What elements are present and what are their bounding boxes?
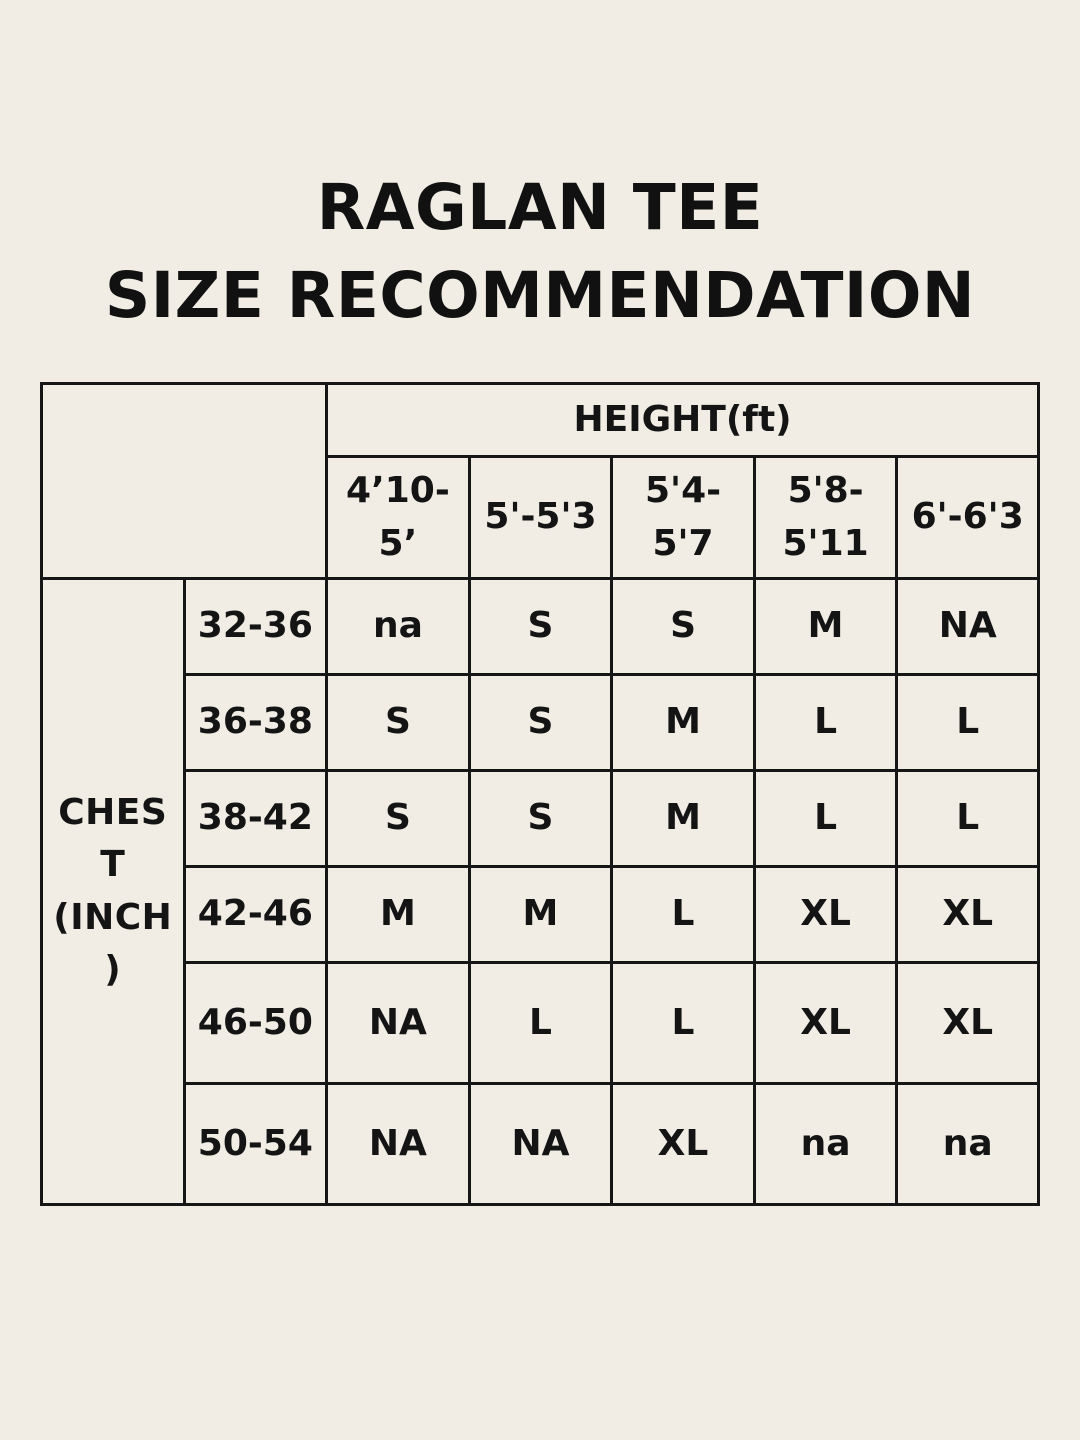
size-cell-2-2: M — [610, 769, 756, 868]
size-cell-3-3: XL — [752, 865, 899, 964]
chest-range-cell-5: 50-54 — [182, 1082, 329, 1206]
size-cell-2-4: L — [895, 769, 1040, 868]
size-cell-0-2: S — [610, 577, 756, 676]
chest-range-cell-0: 32-36 — [182, 577, 329, 676]
size-cell-2-1: S — [467, 769, 614, 868]
chest-range-cell-1: 36-38 — [182, 673, 329, 772]
size-cell-4-4: XL — [895, 961, 1040, 1085]
size-cell-4-2: L — [610, 961, 756, 1085]
chest-range-cell-3: 42-46 — [182, 865, 329, 964]
height-col-header-4: 6'-6'3 — [895, 455, 1040, 580]
page-title: RAGLAN TEE SIZE RECOMMENDATION — [0, 164, 1080, 340]
corner-cell — [39, 382, 329, 580]
size-cell-4-0: NA — [325, 961, 471, 1085]
chest-range-cell-2: 38-42 — [182, 769, 329, 868]
height-col-header-0: 4’10-5’ — [325, 455, 471, 580]
size-recommendation-table: HEIGHT(ft) 4’10-5’ 5'-5'3 5'4-5'7 5'8-5'… — [39, 382, 1040, 1206]
size-cell-3-2: L — [610, 865, 756, 964]
size-cell-1-4: L — [895, 673, 1040, 772]
chest-range-cell-4: 46-50 — [182, 961, 329, 1085]
size-cell-0-4: NA — [895, 577, 1040, 676]
size-cell-1-0: S — [325, 673, 471, 772]
chest-group-header-line2: (INCH) — [53, 896, 173, 990]
size-cell-5-2: XL — [610, 1082, 756, 1206]
size-cell-2-3: L — [752, 769, 899, 868]
height-group-header: HEIGHT(ft) — [325, 382, 1040, 458]
size-cell-5-0: NA — [325, 1082, 471, 1206]
size-cell-4-3: XL — [752, 961, 899, 1085]
size-cell-3-0: M — [325, 865, 471, 964]
page-title-line2: SIZE RECOMMENDATION — [104, 259, 976, 333]
size-cell-1-3: L — [752, 673, 899, 772]
chest-group-header: CHEST (INCH) — [40, 577, 186, 1206]
height-col-header-3: 5'8-5'11 — [752, 455, 899, 580]
chest-group-header-line1: CHEST — [58, 792, 168, 886]
size-cell-3-4: XL — [895, 865, 1040, 964]
height-col-header-2: 5'4-5'7 — [610, 455, 756, 580]
size-cell-4-1: L — [467, 961, 614, 1085]
size-cell-0-3: M — [752, 577, 899, 676]
size-cell-0-0: na — [325, 577, 471, 676]
size-cell-1-2: M — [610, 673, 756, 772]
size-cell-1-1: S — [467, 673, 614, 772]
size-cell-5-3: na — [752, 1082, 899, 1206]
page-title-line1: RAGLAN TEE — [316, 171, 764, 245]
size-cell-2-0: S — [325, 769, 471, 868]
height-col-header-1: 5'-5'3 — [467, 455, 614, 580]
size-cell-3-1: M — [467, 865, 614, 964]
size-cell-5-4: na — [895, 1082, 1040, 1206]
size-cell-0-1: S — [467, 577, 614, 676]
size-cell-5-1: NA — [467, 1082, 614, 1206]
